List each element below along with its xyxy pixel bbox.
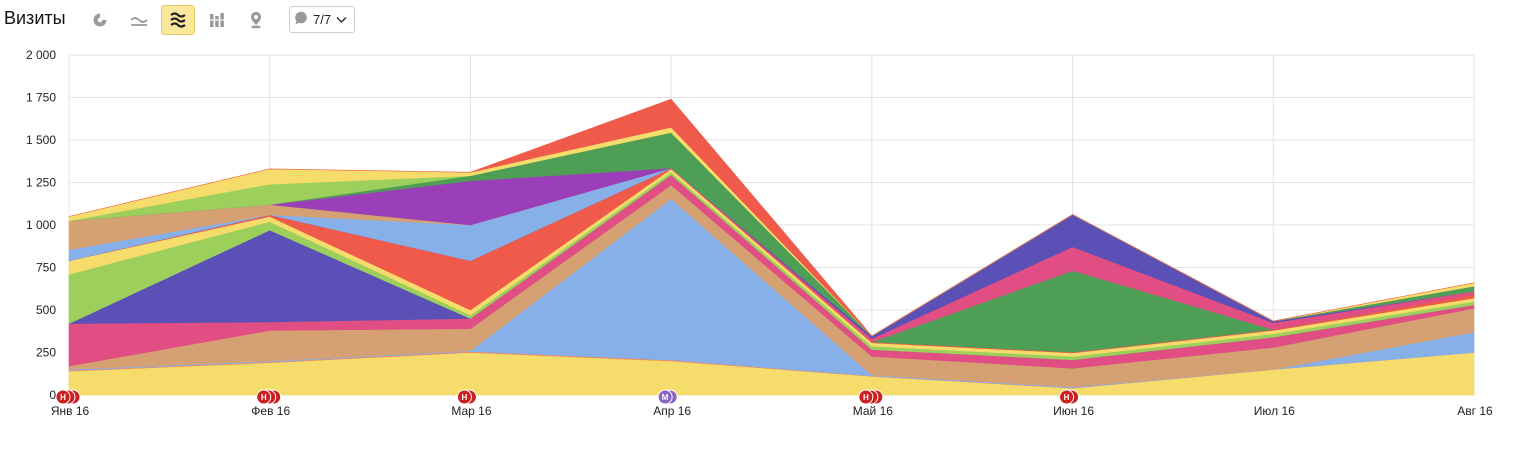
annotation-marker: [657, 389, 673, 405]
annotation-marker-label: Н: [462, 393, 468, 402]
annotations-dropdown[interactable]: 7/7: [289, 6, 355, 33]
series-area-s19: [68, 98, 1475, 337]
line-chart-icon: [130, 12, 148, 28]
annotations-count: 7/7: [313, 12, 332, 27]
y-tick-label: 2 000: [26, 48, 56, 62]
annotation-marker-label: Н: [1064, 393, 1070, 402]
line-chart-button[interactable]: [122, 5, 156, 35]
stacked-area-chart: 0 250 500 750 1 000 1 250 1 500 1 750 2 000 Янв 1…: [26, 48, 1493, 418]
chart-toolbar: Визиты 7/7: [0, 0, 1513, 42]
y-tick-label: 1 000: [26, 218, 56, 232]
y-tick-label: 750: [36, 261, 56, 275]
pie-chart-icon: [92, 12, 108, 28]
annotation-marker: [1059, 389, 1075, 405]
x-tick-label: Июн 16: [1053, 404, 1094, 418]
annotation-marker-label: Н: [261, 393, 267, 402]
annotation-marker: [256, 389, 272, 405]
y-tick-label: 1 500: [26, 133, 56, 147]
y-tick-label: 0: [49, 388, 56, 402]
x-tick-label: Авг 16: [1457, 404, 1493, 418]
x-tick-label: Янв 16: [51, 404, 90, 418]
stacked-bar-icon: [209, 12, 225, 28]
x-tick-label: Мар 16: [451, 404, 491, 418]
pie-chart-button[interactable]: [83, 5, 117, 35]
y-tick-label: 1 250: [26, 176, 56, 190]
annotation-marker-label: Н: [60, 393, 66, 402]
x-tick-label: Фев 16: [251, 404, 290, 418]
x-tick-label: Апр 16: [653, 404, 691, 418]
x-tick-label: Июл 16: [1254, 404, 1295, 418]
annotation-marker-label: М: [662, 393, 669, 402]
stacked-area-button[interactable]: [161, 5, 195, 35]
y-tick-label: 250: [36, 346, 56, 360]
map-pin-icon: [248, 11, 264, 29]
stacked-area-icon: [169, 11, 187, 29]
stacked-bar-button[interactable]: [200, 5, 234, 35]
annotation-marker: [858, 389, 874, 405]
y-tick-label: 1 750: [26, 91, 56, 105]
comment-icon: [294, 11, 308, 28]
annotation-marker: [456, 389, 472, 405]
chevron-down-icon: [336, 12, 347, 27]
x-tick-label: Май 16: [853, 404, 894, 418]
annotation-marker: [55, 389, 71, 405]
map-button[interactable]: [239, 5, 273, 35]
y-tick-label: 500: [36, 303, 56, 317]
annotation-marker-label: Н: [863, 393, 869, 402]
chart-title: Визиты: [4, 8, 66, 28]
